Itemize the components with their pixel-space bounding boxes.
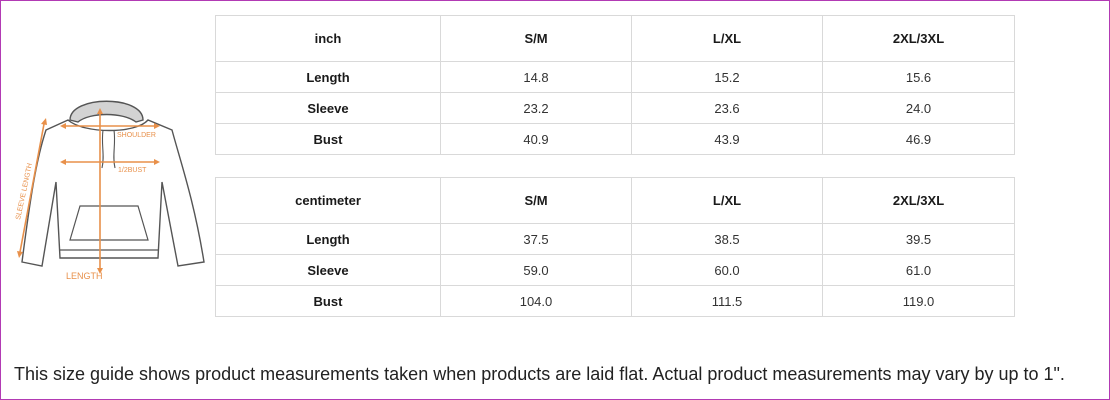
row-label: Sleeve (215, 92, 441, 124)
table-header-row: centimeter S/M L/XL 2XL/3XL (215, 177, 1015, 224)
table-row: Sleeve 59.0 60.0 61.0 (215, 254, 1015, 286)
table-header-row: inch S/M L/XL 2XL/3XL (215, 15, 1015, 62)
size-header: 2XL/3XL (822, 177, 1015, 224)
size-header: S/M (440, 177, 632, 224)
row-label: Bust (215, 123, 441, 155)
table-cell: 39.5 (822, 223, 1015, 255)
table-cell: 46.9 (822, 123, 1015, 155)
size-header: L/XL (631, 177, 823, 224)
table-cell: 104.0 (440, 285, 632, 317)
table-row: Bust 40.9 43.9 46.9 (215, 123, 1015, 155)
size-header: S/M (440, 15, 632, 62)
table-cell: 23.6 (631, 92, 823, 124)
length-label: LENGTH (66, 271, 103, 280)
size-guide-note: This size guide shows product measuremen… (14, 364, 1065, 384)
table-cell: 59.0 (440, 254, 632, 286)
table-row: Length 37.5 38.5 39.5 (215, 223, 1015, 255)
row-label: Length (215, 223, 441, 255)
row-label: Sleeve (215, 254, 441, 286)
table-cell: 24.0 (822, 92, 1015, 124)
table-cell: 15.6 (822, 61, 1015, 93)
table-cell: 43.9 (631, 123, 823, 155)
table-cell: 60.0 (631, 254, 823, 286)
table-cell: 40.9 (440, 123, 632, 155)
table-cell: 15.2 (631, 61, 823, 93)
unit-header: centimeter (215, 177, 441, 224)
size-table-inch: inch S/M L/XL 2XL/3XL Length 14.8 15.2 1… (215, 15, 1015, 155)
table-cell: 38.5 (631, 223, 823, 255)
table-cell: 111.5 (631, 285, 823, 317)
size-header: 2XL/3XL (822, 15, 1015, 62)
size-table-centimeter: centimeter S/M L/XL 2XL/3XL Length 37.5 … (215, 177, 1015, 317)
row-label: Bust (215, 285, 441, 317)
measurement-lines (19, 114, 154, 268)
table-cell: 37.5 (440, 223, 632, 255)
table-row: Sleeve 23.2 23.6 24.0 (215, 92, 1015, 124)
hoodie-size-diagram: SHOULDER 1/2BUST SLEEVE LENGTH LENGTH (15, 100, 205, 280)
half-bust-label: 1/2BUST (118, 167, 147, 174)
table-row: Length 14.8 15.2 15.6 (215, 61, 1015, 93)
table-cell: 23.2 (440, 92, 632, 124)
shoulder-label: SHOULDER (117, 132, 156, 139)
measurement-arrowheads (17, 108, 160, 274)
unit-header: inch (215, 15, 441, 62)
size-header: L/XL (631, 15, 823, 62)
table-cell: 14.8 (440, 61, 632, 93)
row-label: Length (215, 61, 441, 93)
table-cell: 61.0 (822, 254, 1015, 286)
table-row: Bust 104.0 111.5 119.0 (215, 285, 1015, 317)
table-cell: 119.0 (822, 285, 1015, 317)
